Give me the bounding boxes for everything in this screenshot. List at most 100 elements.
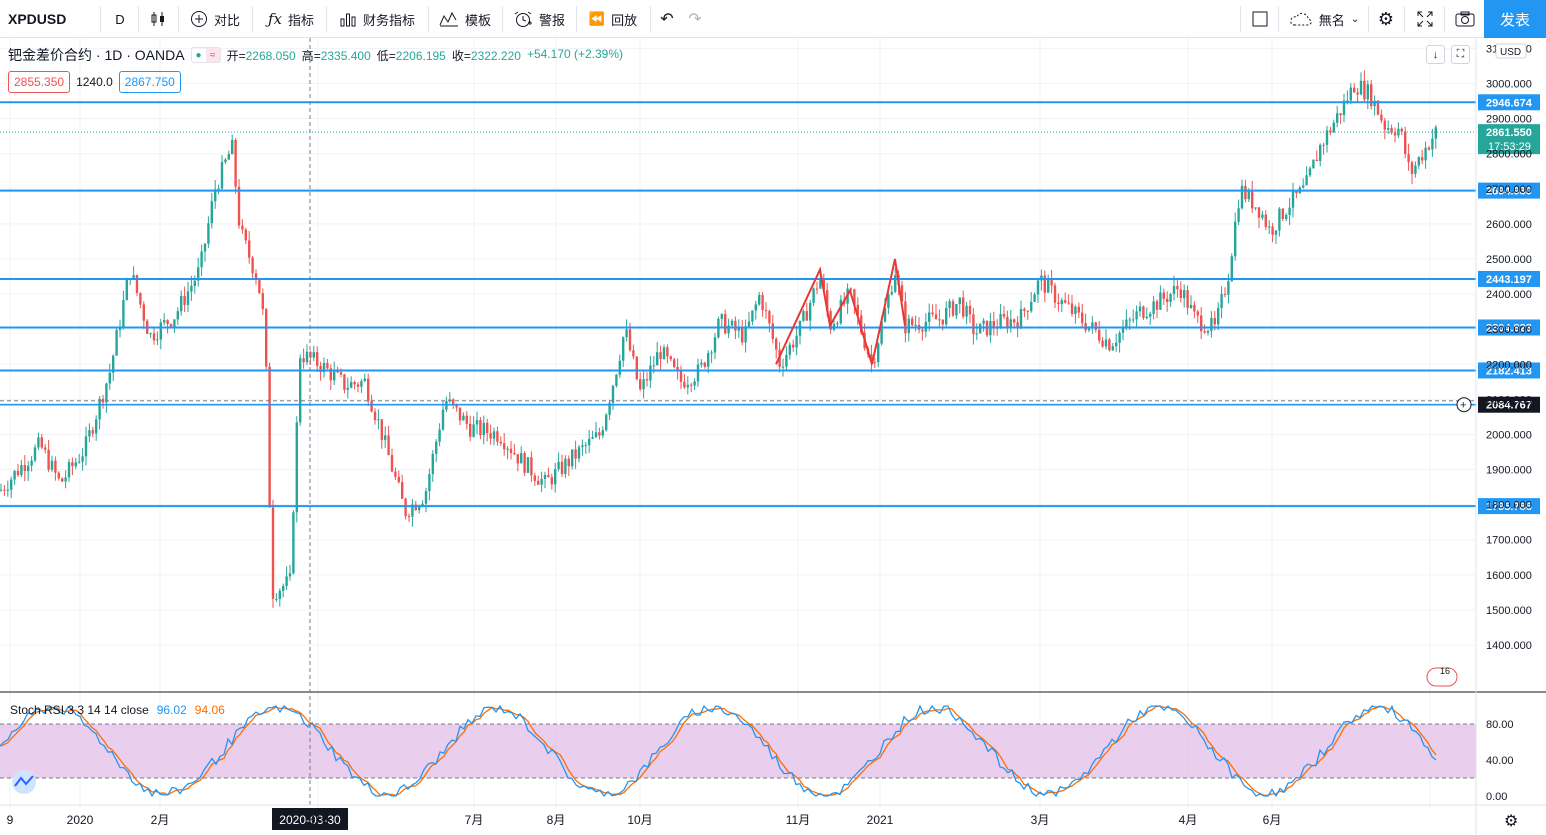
horizontal-lines[interactable]: 2946.674 2694.930 2443.197 2304.823 2182.413… — [0, 94, 1540, 515]
sell-price[interactable]: 2855.350 — [8, 71, 71, 93]
chart-canvas[interactable]: 2946.674 2694.930 2443.197 2304.823 2182.413… — [0, 38, 1546, 835]
candle-body — [37, 437, 40, 448]
screenshot-button[interactable] — [1450, 0, 1480, 38]
candle-body — [78, 461, 81, 463]
candle-body — [547, 474, 550, 478]
alert-button[interactable]: 警报 — [508, 0, 570, 38]
candle-body — [836, 323, 839, 325]
candle-body — [186, 291, 190, 305]
candle-body — [254, 273, 258, 280]
candle-body — [139, 292, 142, 305]
candle-body — [1179, 289, 1182, 299]
candle-body — [1115, 342, 1118, 347]
candle-body — [530, 457, 533, 476]
candle-body — [3, 489, 6, 491]
time-tick: 6月 — [309, 813, 328, 827]
candle-body — [418, 506, 421, 511]
grid — [0, 38, 1476, 808]
layout-menu-button[interactable]: 無名 ⌄ — [1284, 0, 1364, 38]
candle-body — [1155, 301, 1159, 310]
candle-body — [679, 371, 683, 382]
select-layout-button[interactable] — [1246, 0, 1274, 38]
candle-body — [169, 324, 173, 327]
plus-circle-icon — [190, 10, 208, 28]
candle-body — [560, 461, 564, 474]
candle-body — [241, 225, 244, 230]
undo-icon: ↶ — [660, 11, 674, 28]
candle-body — [880, 321, 883, 344]
fullscreen-button[interactable] — [1410, 0, 1440, 38]
candle-body — [271, 507, 275, 599]
price-tick: 1900.000 — [1486, 465, 1532, 477]
legend-pill[interactable]: ● ≈ — [190, 47, 221, 63]
stoch-label: Stoch RSI 3 3 14 14 close — [10, 703, 149, 717]
candle-body — [1288, 207, 1291, 215]
buy-price[interactable]: 2867.750 — [118, 71, 181, 93]
arrow-down-icon[interactable]: ↓ — [1426, 45, 1445, 64]
candle-body — [1349, 87, 1352, 101]
candle-body — [384, 435, 387, 440]
zigzag-drawing[interactable] — [775, 258, 906, 365]
candle-body — [900, 285, 904, 302]
candle-body — [805, 311, 808, 321]
candle-body — [1067, 302, 1070, 304]
candle-body — [1128, 319, 1131, 321]
candle-body — [125, 279, 128, 301]
maximize-icon[interactable]: ⛶ — [1451, 45, 1470, 64]
candle-body — [1121, 327, 1125, 333]
candle-body — [13, 470, 16, 480]
candle-body — [248, 240, 251, 258]
candle-body — [781, 366, 785, 368]
settings-button[interactable]: ⚙ — [1372, 0, 1400, 38]
candle-body — [1363, 80, 1366, 100]
templates-button[interactable]: 模板 — [434, 0, 496, 38]
candle-body — [594, 432, 598, 438]
candle-body — [1366, 84, 1369, 100]
financials-button[interactable]: 财务指标 — [334, 0, 420, 38]
candle-body — [1166, 298, 1169, 303]
price-tick: 1800.000 — [1486, 500, 1532, 512]
candle-body — [608, 402, 611, 415]
price-tick: 2000.000 — [1486, 429, 1532, 441]
candle-body — [74, 462, 77, 467]
candle-body — [1234, 221, 1237, 257]
candle-body — [1152, 301, 1155, 314]
candle-body — [673, 359, 676, 367]
candle-body — [730, 320, 734, 326]
compare-button[interactable]: 对比 — [184, 0, 246, 38]
hline-price-label: 2443.197 — [1486, 274, 1532, 286]
candle-body — [1023, 308, 1026, 311]
redo-button[interactable]: ↷ — [682, 0, 708, 38]
candle-body — [16, 470, 20, 476]
candle-body — [741, 327, 744, 343]
candle-body — [333, 371, 336, 381]
rewind-icon: ⏪ — [588, 11, 606, 26]
candle-body — [47, 449, 50, 470]
candle-body — [159, 322, 162, 340]
indicators-button[interactable]: ƒx 指标 — [267, 10, 315, 28]
chart-type-button[interactable] — [142, 0, 174, 38]
candle-body — [299, 358, 302, 423]
candle-body — [860, 315, 863, 333]
candle-body — [894, 275, 897, 292]
undo-button[interactable]: ↶ — [654, 0, 680, 38]
candle-body — [625, 329, 628, 338]
replay-button[interactable]: ⏪ 回放 — [588, 11, 638, 28]
candle-body — [1339, 113, 1342, 116]
candle-body — [707, 353, 710, 367]
candle-body — [1410, 162, 1414, 174]
candle-body — [115, 330, 118, 356]
candle-body — [380, 419, 383, 440]
candle-body — [1302, 185, 1305, 188]
candle-body — [771, 323, 774, 339]
candle-body — [176, 311, 179, 320]
publish-button[interactable]: 发表 — [1484, 0, 1546, 38]
symbol-search-button[interactable]: XPDUSD — [8, 11, 67, 27]
candle-body — [428, 474, 431, 492]
crosshair-date-label: 2020-03-30 — [279, 813, 341, 827]
candle-body — [737, 327, 740, 331]
approx-icon: ≈ — [205, 48, 220, 62]
candle-body — [611, 385, 615, 403]
candle-body — [458, 407, 462, 421]
interval-button[interactable]: D — [115, 11, 125, 27]
